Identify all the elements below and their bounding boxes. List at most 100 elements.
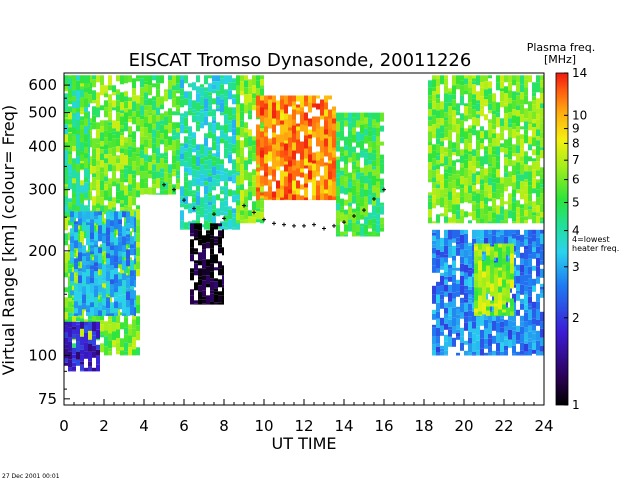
heatmap-cell [220, 138, 224, 144]
heatmap-cell [516, 132, 520, 136]
heatmap-cell [432, 229, 436, 233]
heatmap-cell [144, 116, 148, 123]
heatmap-cell [372, 223, 376, 232]
heatmap-cell [104, 100, 108, 108]
heatmap-cell [504, 187, 508, 192]
heatmap-cell [528, 254, 532, 259]
heatmap-cell [124, 354, 128, 356]
heatmap-cell [476, 114, 480, 119]
heatmap-cell [516, 340, 520, 344]
heatmap-cell [448, 166, 452, 174]
heatmap-cell [482, 302, 486, 311]
heatmap-cell [432, 109, 436, 116]
heatmap-cell [452, 337, 456, 347]
heatmap-cell [508, 90, 512, 99]
heatmap-cell [190, 247, 194, 255]
heatmap-cell [224, 114, 228, 125]
heatmap-cell [484, 96, 488, 100]
heatmap-cell [216, 170, 220, 175]
heatmap-cell [476, 171, 480, 176]
plot-area [63, 72, 545, 406]
heatmap-cell [124, 75, 128, 84]
heatmap-cell [380, 178, 384, 186]
heatmap-cell [452, 85, 456, 95]
heatmap-cell [272, 191, 276, 198]
heatmap-cell [448, 319, 452, 327]
heatmap-cell [508, 329, 512, 340]
heatmap-cell [74, 301, 78, 309]
heatmap-cell [184, 222, 188, 230]
heatmap-cell [96, 195, 100, 204]
heatmap-cell [90, 222, 94, 233]
heatmap-cell [464, 243, 468, 250]
heatmap-cell [264, 132, 268, 137]
heatmap-cell [220, 75, 224, 79]
heatmap-cell [160, 124, 164, 134]
heatmap-cell [428, 162, 432, 170]
heatmap-cell [116, 338, 120, 343]
heatmap-cell [520, 242, 524, 247]
heatmap-cell [372, 175, 376, 186]
heatmap-cell [520, 303, 524, 310]
heatmap-cell [140, 115, 144, 120]
heatmap-cell [524, 266, 528, 275]
heatmap-cell [188, 91, 192, 100]
heatmap-cell [204, 194, 208, 204]
heatmap-cell [198, 239, 202, 246]
heatmap-cell [488, 119, 492, 124]
heatmap-cell [74, 313, 78, 316]
heatmap-cell [476, 75, 480, 86]
heatmap-cell [352, 185, 356, 196]
heatmap-cell [240, 111, 244, 121]
heatmap-cell [204, 133, 208, 138]
heatmap-cell [90, 277, 94, 284]
heatmap-cell [88, 321, 92, 331]
heatmap-cell [200, 158, 204, 165]
heatmap-cell [456, 174, 460, 179]
heatmap-cell [90, 260, 94, 266]
heatmap-cell [296, 107, 300, 111]
heatmap-cell [332, 160, 336, 169]
heatmap-cell [452, 292, 456, 299]
heatmap-cell [444, 271, 448, 277]
heatmap-cell [480, 109, 484, 117]
heatmap-cell [244, 122, 248, 129]
heatmap-cell [536, 108, 540, 115]
heatmap-cell [264, 103, 268, 110]
heatmap-cell [364, 202, 368, 211]
heatmap-cell [212, 75, 216, 82]
heatmap-cell [202, 280, 206, 291]
heatmap-cell [64, 325, 68, 333]
heatmap-cell [456, 291, 460, 297]
heatmap-cell [200, 122, 204, 129]
heatmap-cell [428, 126, 432, 132]
heatmap-cell [468, 133, 472, 144]
heatmap-cell [204, 181, 208, 186]
heatmap-cell [476, 100, 480, 104]
heatmap-cell [468, 151, 472, 155]
heatmap-cell [82, 245, 86, 254]
heatmap-cell [472, 98, 476, 106]
heatmap-cell [440, 181, 444, 190]
heatmap-cell [64, 202, 68, 206]
heatmap-cell [436, 327, 440, 337]
heatmap-cell [436, 214, 440, 223]
heatmap-cell [64, 75, 68, 85]
heatmap-cell [98, 247, 102, 254]
heatmap-cell [428, 99, 432, 103]
heatmap-cell [144, 99, 148, 106]
heatmap-cell [460, 75, 464, 81]
heatmap-cell [528, 181, 532, 186]
heatmap-cell [228, 123, 232, 133]
heatmap-cell [540, 233, 544, 244]
heatmap-cell [206, 283, 210, 288]
heatmap-cell [200, 197, 204, 208]
heatmap-cell [376, 188, 380, 198]
heatmap-cell [440, 345, 444, 349]
heatmap-cell [468, 125, 472, 129]
heatmap-cell [80, 151, 84, 162]
heatmap-cell [332, 110, 336, 115]
heatmap-cell [456, 103, 460, 112]
heatmap-cell [344, 120, 348, 127]
heatmap-cell [460, 271, 464, 276]
